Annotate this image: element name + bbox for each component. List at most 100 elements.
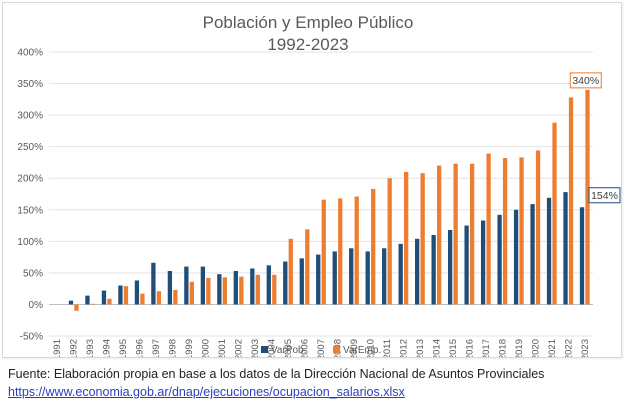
bar-varpob-1992 [68, 300, 74, 305]
x-tick-label: 2002 [234, 339, 245, 357]
bar-varpob-2007 [316, 254, 321, 305]
bar-varpob-2020 [530, 204, 535, 305]
y-tick-label: 50% [23, 268, 43, 279]
bar-varemp-1996 [140, 293, 145, 305]
source-text: Fuente: Elaboración propia en base a los… [8, 367, 545, 381]
legend-label: VarPob. [271, 345, 306, 356]
x-tick-label: 1993 [85, 339, 96, 357]
x-tick-label: 2018 [497, 339, 508, 357]
bar-varpob-1998 [167, 270, 173, 305]
x-tick-label: 2000 [201, 339, 212, 357]
x-tick-label: 2020 [530, 339, 541, 357]
y-tick-label: 400% [17, 48, 43, 59]
x-tick-label: 1999 [184, 339, 195, 357]
bar-varemp-2020 [535, 150, 541, 305]
x-tick-label: 1997 [151, 339, 162, 357]
data-label: 154% [591, 190, 618, 202]
bar-varemp-2022 [568, 97, 574, 305]
x-tick-label: 1996 [135, 339, 146, 357]
bar-varpob-2013 [415, 238, 420, 305]
bar-varemp-2006 [305, 229, 310, 305]
bar-varemp-2011 [387, 178, 392, 305]
x-tick-label: 2009 [349, 339, 360, 357]
bar-varemp-2003 [255, 274, 260, 305]
bar-varpob-2019 [513, 209, 519, 305]
legend-swatch [261, 346, 268, 353]
x-tick-label: 2003 [250, 339, 261, 357]
chart-title-line-2: 1992-2023 [267, 35, 348, 54]
bar-varemp-2017 [486, 153, 491, 305]
chart-title-line-1: Población y Empleo Público [203, 13, 414, 32]
bar-varemp-1992 [74, 304, 79, 311]
x-tick-label: 2011 [382, 339, 393, 357]
bar-varemp-2002 [239, 276, 244, 305]
bar-varpob-2003 [250, 268, 255, 305]
bar-varemp-2016 [469, 163, 475, 305]
y-tick-label: 0% [29, 300, 44, 311]
bar-varemp-1997 [156, 291, 162, 305]
bar-varpob-2010 [365, 251, 370, 305]
y-tick-label: 300% [17, 111, 43, 122]
bar-varemp-1993 [90, 303, 96, 305]
bar-varpob-2002 [233, 270, 238, 305]
x-tick-label: 2014 [431, 339, 442, 357]
bar-varpob-1997 [151, 262, 156, 305]
x-tick-label: 1992 [69, 339, 80, 357]
legend-label: VarEmp. [343, 345, 381, 356]
chart-card: Población y Empleo Público 1992-2023 -50… [2, 2, 622, 358]
data-label: 340% [572, 75, 599, 87]
x-tick-label: 2023 [580, 339, 591, 357]
bar-varemp-2013 [420, 173, 425, 305]
bar-varpob-2015 [447, 229, 453, 305]
bar-varpob-2012 [398, 243, 403, 305]
bar-varpob-1999 [184, 266, 189, 305]
x-tick-label: 2005 [283, 339, 294, 357]
bar-varpob-2001 [217, 274, 222, 305]
bar-varpob-2016 [464, 225, 469, 305]
x-tick-label: 2004 [267, 339, 278, 357]
bar-varemp-1998 [173, 289, 178, 305]
bar-varpob-1994 [101, 290, 107, 305]
legend: VarPob. VarEmp. [261, 345, 381, 356]
x-tick-label: 1995 [118, 339, 129, 357]
x-tick-label: 2016 [464, 339, 475, 357]
bar-varemp-2005 [288, 238, 293, 305]
bar-varpob-2008 [332, 251, 337, 305]
bar-varpob-2018 [497, 214, 502, 305]
bar-varemp-1999 [189, 281, 195, 305]
bar-varpob-2021 [546, 197, 552, 305]
bar-varemp-2015 [453, 163, 458, 305]
x-tick-label: 2013 [415, 339, 426, 357]
x-tick-label: 2022 [563, 339, 574, 357]
bar-varpob-2014 [431, 235, 436, 305]
bar-varemp-2014 [436, 165, 442, 305]
y-tick-label: -50% [20, 332, 43, 343]
y-tick-label: 100% [17, 237, 43, 248]
x-tick-label: 2006 [300, 339, 311, 357]
bar-varpob-2006 [299, 258, 304, 305]
x-tick-label: 1998 [168, 339, 179, 357]
bar-varemp-2008 [338, 198, 343, 305]
bar-varemp-2000 [206, 277, 211, 305]
bar-varpob-1993 [85, 295, 90, 305]
x-tick-label: 2019 [514, 339, 525, 357]
bar-varpob-2022 [563, 192, 568, 305]
bar-varemp-1994 [107, 298, 112, 305]
x-tick-label: 1994 [102, 339, 113, 357]
x-tick-label: 2001 [217, 339, 228, 357]
bar-varpob-2005 [283, 261, 288, 305]
x-tick-label: 2012 [398, 339, 409, 357]
source-link[interactable]: https://www.economia.gob.ar/dnap/ejecuci… [8, 385, 405, 399]
bar-varpob-2017 [480, 220, 486, 305]
y-tick-label: 350% [17, 79, 43, 90]
data-label-box [588, 187, 621, 204]
bar-varemp-2021 [552, 122, 557, 305]
x-tick-label: 2010 [365, 339, 376, 357]
y-tick-label: 250% [17, 142, 43, 153]
bar-varemp-2019 [519, 157, 524, 305]
bar-varpob-2023 [579, 207, 585, 305]
bar-varemp-2018 [502, 158, 508, 305]
bar-varemp-2004 [272, 274, 277, 305]
y-tick-label: 150% [17, 205, 43, 216]
bar-varpob-1995 [118, 285, 123, 305]
